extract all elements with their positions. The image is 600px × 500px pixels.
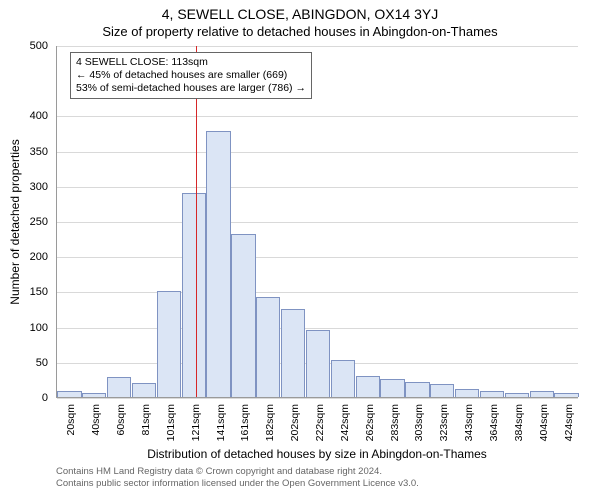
histogram-bar — [554, 393, 578, 397]
x-tick-label: 283sqm — [389, 404, 401, 441]
y-tick-label: 500 — [30, 40, 48, 52]
x-tick-label: 40sqm — [90, 404, 102, 436]
footer-line-2: Contains public sector information licen… — [56, 478, 419, 490]
property-annotation: 4 SEWELL CLOSE: 113sqm ← 45% of detached… — [70, 52, 312, 99]
x-tick-label: 222sqm — [314, 404, 326, 441]
histogram-bar — [57, 391, 81, 397]
gridline — [57, 328, 578, 329]
y-tick-label: 300 — [30, 181, 48, 193]
histogram-bar — [132, 383, 156, 397]
gridline — [57, 222, 578, 223]
y-tick-label: 50 — [36, 357, 48, 369]
histogram-bar — [206, 131, 230, 397]
gridline — [57, 187, 578, 188]
histogram-bar — [231, 234, 255, 397]
histogram-bar — [157, 291, 181, 397]
gridline — [57, 292, 578, 293]
gridline — [57, 116, 578, 117]
histogram-bar — [480, 391, 504, 397]
histogram-bar — [505, 393, 529, 397]
x-tick-label: 60sqm — [115, 404, 127, 436]
x-tick-label: 182sqm — [264, 404, 276, 441]
histogram-bar — [182, 193, 206, 397]
page-subtitle: Size of property relative to detached ho… — [0, 22, 600, 39]
gridline — [57, 398, 578, 399]
x-tick-label: 424sqm — [563, 404, 575, 441]
y-tick-label: 200 — [30, 251, 48, 263]
x-tick-label: 161sqm — [239, 404, 251, 441]
x-tick-label: 81sqm — [140, 404, 152, 436]
annotation-line-2: ← 45% of detached houses are smaller (66… — [76, 69, 306, 82]
footer-attribution: Contains HM Land Registry data © Crown c… — [56, 466, 419, 490]
histogram-bar — [256, 297, 280, 397]
page-title: 4, SEWELL CLOSE, ABINGDON, OX14 3YJ — [0, 0, 600, 22]
y-tick-label: 400 — [30, 110, 48, 122]
x-tick-label: 141sqm — [215, 404, 227, 441]
x-tick-label: 202sqm — [289, 404, 301, 441]
y-tick-label: 350 — [30, 146, 48, 158]
histogram-bar — [405, 382, 429, 397]
histogram-bar — [530, 391, 554, 397]
histogram-bar — [107, 377, 131, 397]
histogram-chart: 4 SEWELL CLOSE: 113sqm ← 45% of detached… — [56, 46, 578, 398]
histogram-bar — [306, 330, 330, 397]
gridline — [57, 152, 578, 153]
histogram-bar — [356, 376, 380, 397]
x-tick-label: 404sqm — [538, 404, 550, 441]
x-tick-label: 20sqm — [65, 404, 77, 436]
histogram-bar — [82, 393, 106, 397]
gridline — [57, 46, 578, 47]
y-tick-label: 100 — [30, 322, 48, 334]
histogram-bar — [281, 309, 305, 397]
y-tick-label: 150 — [30, 286, 48, 298]
histogram-bar — [455, 389, 479, 397]
x-tick-label: 303sqm — [413, 404, 425, 441]
x-tick-label: 364sqm — [488, 404, 500, 441]
x-tick-label: 323sqm — [438, 404, 450, 441]
gridline — [57, 257, 578, 258]
x-tick-label: 262sqm — [364, 404, 376, 441]
x-tick-label: 343sqm — [463, 404, 475, 441]
y-axis-label: Number of detached properties — [8, 139, 22, 304]
annotation-line-3: 53% of semi-detached houses are larger (… — [76, 82, 306, 95]
histogram-bar — [380, 379, 404, 397]
x-tick-label: 384sqm — [513, 404, 525, 441]
footer-line-1: Contains HM Land Registry data © Crown c… — [56, 466, 419, 478]
x-axis-label: Distribution of detached houses by size … — [56, 447, 578, 461]
y-tick-label: 250 — [30, 216, 48, 228]
histogram-bar — [331, 360, 355, 397]
x-tick-label: 121sqm — [190, 404, 202, 441]
histogram-bar — [430, 384, 454, 397]
annotation-line-1: 4 SEWELL CLOSE: 113sqm — [76, 56, 306, 69]
y-tick-label: 0 — [42, 392, 48, 404]
x-tick-label: 242sqm — [339, 404, 351, 441]
x-tick-label: 101sqm — [165, 404, 177, 441]
